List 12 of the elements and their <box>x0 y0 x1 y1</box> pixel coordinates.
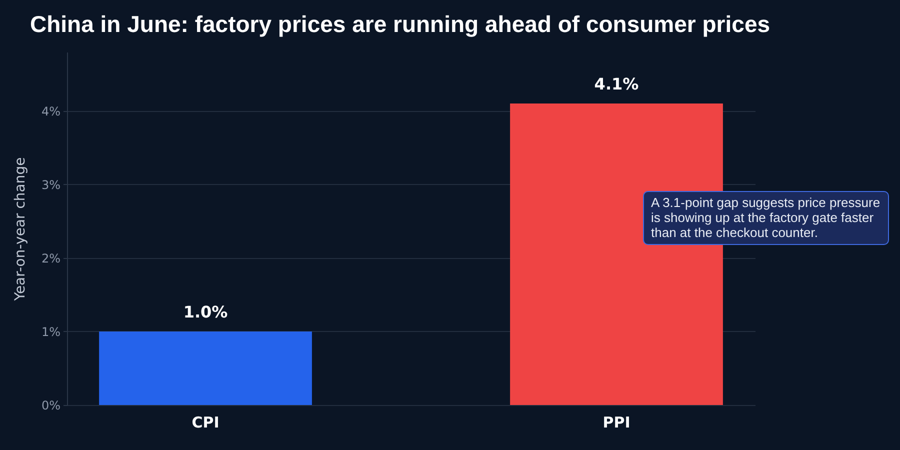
y-tick-label: 4% <box>41 104 60 118</box>
data-label: 4.1% <box>594 74 639 94</box>
y-axis-title: Year-on-year change <box>12 157 28 302</box>
y-tick-label: 3% <box>41 178 60 192</box>
annotation: A 3.1-point gap suggests price pressure is showing up at the factory gate faster than at the checkout counter. <box>643 191 889 245</box>
chart-title: China in June: factory prices are running ahead of consumer prices <box>30 11 770 37</box>
data-label: 1.0% <box>183 302 228 322</box>
y-tick-label: 0% <box>41 398 60 412</box>
y-tick-label: 1% <box>41 324 60 339</box>
x-tick-label: CPI <box>192 414 220 432</box>
x-tick-label: PPI <box>602 414 630 432</box>
y-tick-label: 2% <box>41 251 60 266</box>
